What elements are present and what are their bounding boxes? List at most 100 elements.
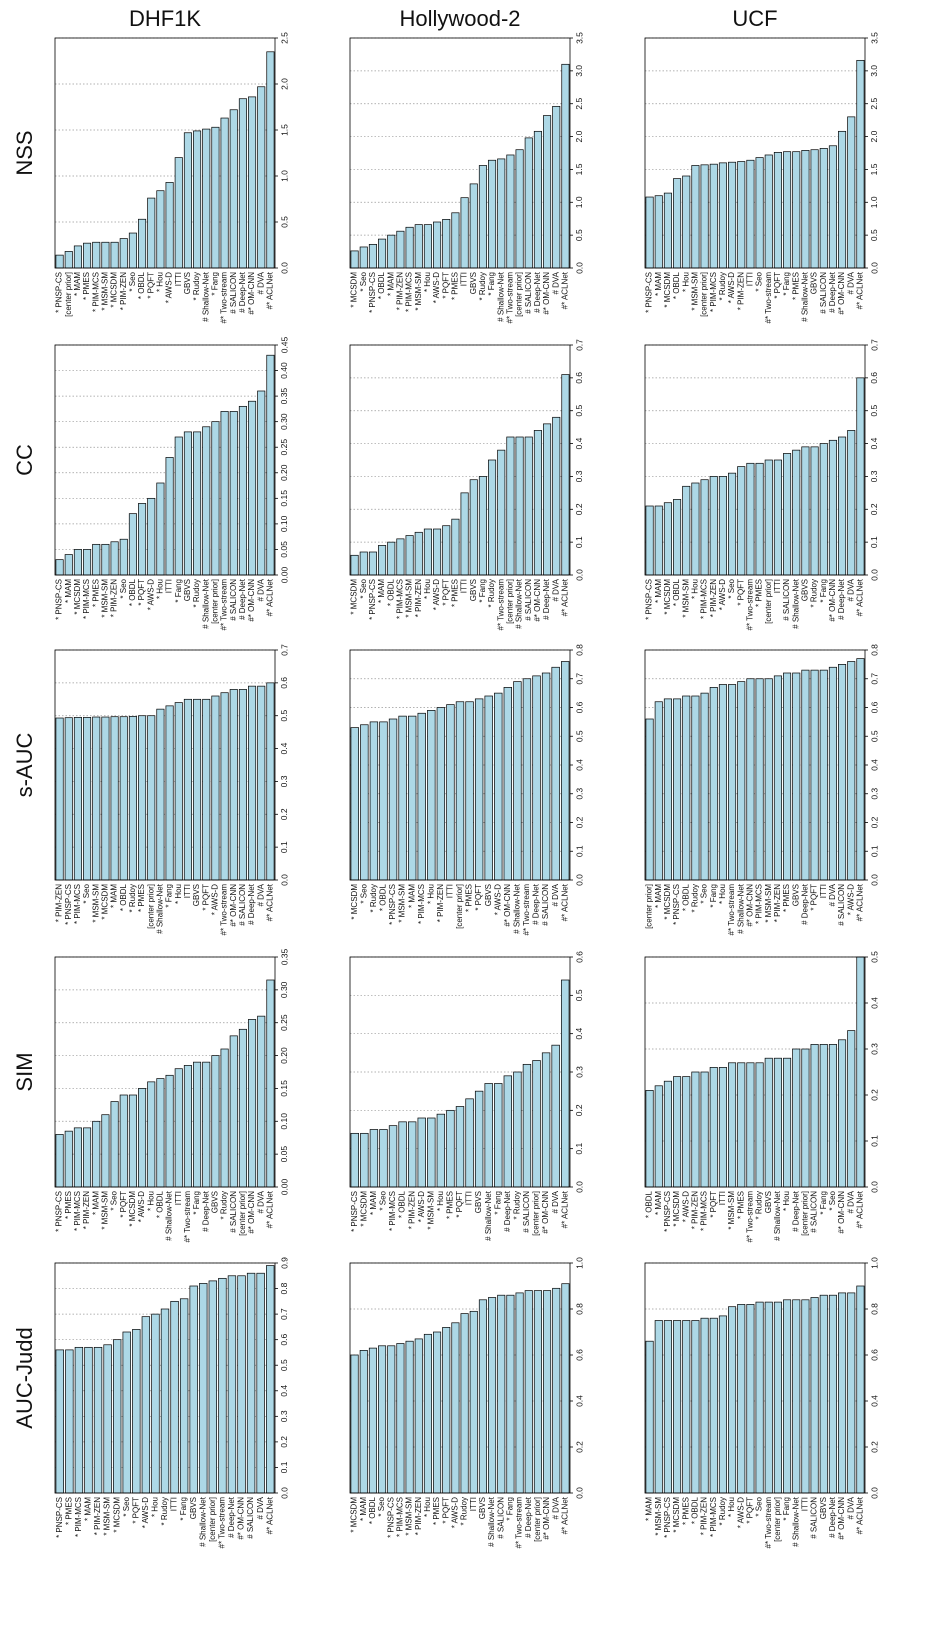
- bar: [810, 446, 819, 576]
- bar: [211, 421, 220, 576]
- bar: [369, 1129, 379, 1188]
- x-tick-label: * PMES: [782, 884, 791, 912]
- bar: [359, 1350, 368, 1494]
- bar: [112, 1339, 122, 1494]
- x-tick-label: #* ACLNet: [560, 883, 569, 921]
- bar: [64, 554, 73, 576]
- bar: [746, 159, 755, 269]
- x-tick-label: * MCSDM: [110, 272, 119, 308]
- x-tick-label: * OBDL: [681, 883, 690, 911]
- bar: [156, 190, 165, 269]
- y-tick-label: 0.5: [869, 951, 879, 963]
- x-tick-label: * MAM: [369, 1191, 378, 1215]
- bar: [810, 149, 819, 269]
- bar: [238, 98, 247, 269]
- plot-frame: [54, 649, 276, 881]
- x-tick-label: * PIM-ZEN: [700, 1497, 709, 1535]
- plot-frame: [54, 1262, 276, 1494]
- x-tick-label: * Rudoy: [128, 884, 137, 912]
- x-tick-label: * PMES: [137, 884, 146, 912]
- y-tick-label: 0.5: [279, 1359, 289, 1371]
- y-tick-label: 0.8: [279, 1282, 289, 1294]
- x-tick-label: #* Two-stream: [218, 1497, 227, 1549]
- bar: [515, 436, 524, 576]
- bar: [368, 1347, 377, 1494]
- x-tick-label: * PIM-MCS: [417, 884, 426, 924]
- bar: [682, 175, 691, 269]
- x-tick-label: * OBDL: [119, 883, 128, 911]
- bar: [83, 1127, 92, 1188]
- x-tick-label: * PQFT: [441, 579, 450, 606]
- bar: [405, 535, 414, 576]
- x-tick-label: GBVS: [469, 579, 478, 601]
- x-tick-label: # Deep-Net: [532, 883, 541, 925]
- y-tick-label: 0.8: [574, 1303, 584, 1315]
- bar: [503, 1075, 513, 1188]
- bar: [673, 1320, 682, 1494]
- x-tick-label: * PIM-ZEN: [414, 1497, 423, 1535]
- bar: [257, 1015, 266, 1188]
- x-tick-label: * MCSDM: [672, 1497, 681, 1533]
- bar: [478, 165, 487, 269]
- x-tick-label: * OBDL: [156, 1190, 165, 1218]
- x-tick-label: # Deep-Net: [542, 578, 551, 620]
- bar: [451, 518, 460, 576]
- y-tick-label: 0.7: [574, 339, 584, 351]
- bar: [645, 1090, 654, 1188]
- x-tick-label: * PIM-MCS: [396, 579, 405, 619]
- bar: [128, 513, 137, 576]
- bar: [110, 541, 119, 576]
- bar: [451, 212, 460, 269]
- y-tick-label: 0.25: [279, 1014, 289, 1031]
- x-tick-label: * PQFT: [201, 884, 210, 911]
- y-tick-label: 2.0: [279, 78, 289, 90]
- x-tick-label: # Deep-Net: [801, 883, 810, 925]
- x-tick-label: * PIM-MCS: [73, 884, 82, 924]
- y-tick-label: 0.0: [869, 262, 879, 274]
- bar: [801, 669, 810, 881]
- bar: [238, 1028, 247, 1188]
- x-tick-label: * Rudoy: [369, 884, 378, 912]
- x-tick-label: # Shallow-Net: [513, 883, 522, 934]
- x-tick-label: ITTI: [469, 1497, 478, 1511]
- y-tick-label: 0.0: [574, 569, 584, 581]
- x-tick-label: * PIM-MCS: [755, 884, 764, 924]
- bar: [645, 196, 654, 269]
- bar: [819, 669, 828, 881]
- bar: [783, 672, 792, 881]
- bar: [691, 695, 700, 881]
- bar: [174, 1068, 183, 1188]
- y-tick-label: 1.0: [869, 196, 879, 208]
- x-tick-label: #* ACLNet: [266, 883, 275, 921]
- bar: [700, 164, 709, 269]
- bar: [728, 684, 737, 881]
- bar: [92, 1120, 101, 1188]
- bar: [65, 1349, 74, 1494]
- bar: [682, 1320, 691, 1494]
- bar: [128, 716, 137, 881]
- y-tick-label: 0.35: [279, 388, 289, 405]
- bar: [561, 63, 570, 269]
- bar: [266, 682, 275, 881]
- bar: [856, 658, 865, 881]
- bar: [532, 675, 541, 881]
- x-tick-label: GBVS: [183, 579, 192, 601]
- x-tick-label: * PIM-MCS: [700, 579, 709, 619]
- row-label: NSS: [12, 130, 37, 175]
- bar: [506, 436, 515, 576]
- x-tick-label: * PQFT: [474, 884, 483, 911]
- y-tick-label: 0.4: [574, 1395, 584, 1407]
- y-tick-label: 0.0: [869, 1181, 879, 1193]
- y-tick-label: 0.6: [574, 372, 584, 384]
- bar: [700, 1317, 709, 1494]
- bar: [478, 476, 487, 576]
- bar: [524, 436, 533, 576]
- y-tick-label: 0.8: [869, 1303, 879, 1315]
- x-tick-label: * MAM: [84, 1497, 93, 1521]
- bar: [229, 109, 238, 269]
- x-tick-label: ITTI: [801, 1497, 810, 1511]
- x-tick-label: * Hou: [151, 1497, 160, 1517]
- bar: [819, 1294, 828, 1494]
- x-tick-label: * AWS-D: [137, 1191, 146, 1222]
- bar: [360, 1132, 369, 1188]
